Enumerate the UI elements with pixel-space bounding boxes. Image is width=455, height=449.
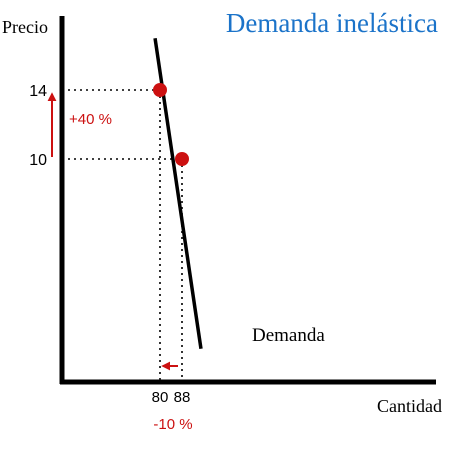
chart-title: Demanda inelástica <box>226 8 438 38</box>
data-point-0 <box>153 83 167 97</box>
series-label-demanda: Demanda <box>252 325 325 346</box>
y-tick-label-10: 10 <box>29 152 47 169</box>
quantity-change-label: -10 % <box>153 416 192 433</box>
y-axis-label: Precio <box>2 17 48 37</box>
data-point-1 <box>175 152 189 166</box>
guide-lines <box>62 89 183 382</box>
y-tick-label-14: 14 <box>29 83 47 100</box>
x-tick-label-80: 80 <box>152 389 169 406</box>
x-axis-label: Cantidad <box>377 396 442 416</box>
x-tick-label-88: 88 <box>174 389 191 406</box>
highlight-points <box>153 83 189 166</box>
tick-labels: 80 88 14 10 <box>29 83 190 406</box>
price-change-label: +40 % <box>69 111 112 128</box>
